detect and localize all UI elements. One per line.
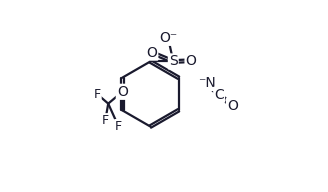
Text: S: S xyxy=(169,55,178,69)
Text: O: O xyxy=(146,46,157,60)
Text: F: F xyxy=(93,88,101,100)
Text: O: O xyxy=(186,54,196,68)
Text: F: F xyxy=(102,114,109,127)
Text: C: C xyxy=(214,88,224,102)
Text: F: F xyxy=(115,120,122,133)
Text: O: O xyxy=(227,99,238,113)
Text: ⁻N: ⁻N xyxy=(198,76,215,90)
Text: O: O xyxy=(117,85,128,99)
Text: O⁻: O⁻ xyxy=(159,31,177,45)
